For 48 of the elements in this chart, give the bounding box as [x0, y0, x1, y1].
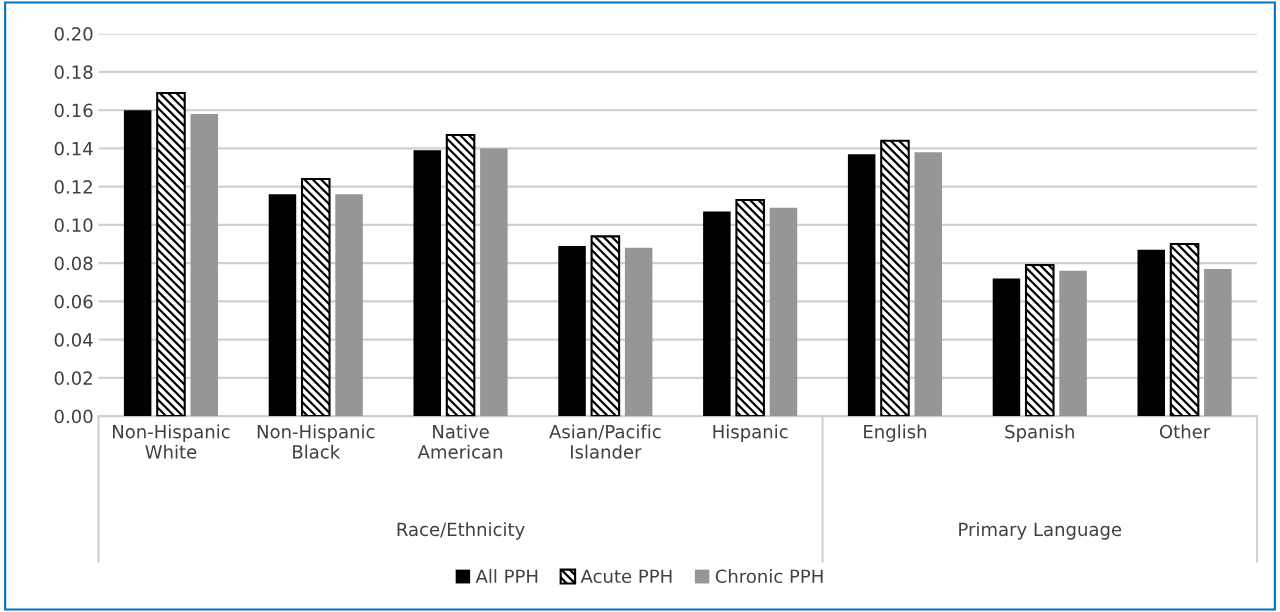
y-tick-label: 0.10 [54, 218, 93, 233]
bar [769, 207, 798, 417]
bar [880, 139, 910, 417]
y-tick-label: 0.00 [54, 409, 93, 424]
bar [847, 154, 876, 417]
bar [992, 278, 1021, 417]
bar [624, 247, 653, 417]
legend-label: All PPH [475, 569, 538, 583]
bar [300, 177, 331, 417]
y-tick-label: 0.04 [54, 333, 93, 347]
bar [190, 113, 219, 417]
y-tick-label: 0.18 [54, 65, 93, 80]
bar [914, 152, 943, 417]
bar [268, 194, 297, 417]
bar [735, 199, 765, 417]
text: Race/Ethnicity [397, 522, 525, 540]
bar [558, 245, 586, 417]
y-tick-label: 0.14 [54, 141, 93, 156]
bar [1137, 249, 1166, 417]
bar [480, 148, 508, 417]
y-tick-label: 0.02 [54, 371, 92, 386]
x-tick-label: Spanish [1005, 424, 1074, 442]
bar [413, 150, 442, 417]
bar [445, 133, 476, 417]
y-tick-label: 0.06 [54, 294, 93, 309]
x-tick-label: Non-Hispanic White [113, 424, 230, 459]
bar [123, 110, 152, 417]
y-tick-label: 0.20 [54, 27, 93, 41]
x-tick-label: English [864, 424, 927, 442]
x-tick-label: Non-Hispanic Black [257, 424, 375, 459]
bar [703, 211, 731, 417]
bar [1059, 270, 1087, 417]
legend-label: Chronic PPH [715, 569, 823, 584]
y-tick-label: 0.12 [54, 180, 92, 194]
bar [590, 235, 621, 417]
bar [1204, 268, 1232, 417]
text: Primary Language [959, 522, 1122, 540]
bar [156, 91, 186, 417]
x-tick-label: Other [1159, 424, 1211, 439]
bar [335, 194, 363, 417]
x-tick-label: Asian/Pacific Islander [549, 424, 661, 459]
bar [1169, 242, 1200, 417]
legend-label: Acute PPH [580, 569, 672, 584]
y-tick-label: 0.08 [54, 256, 93, 271]
x-tick-label: Hispanic [713, 424, 788, 442]
x-tick-label: Native American [417, 424, 502, 459]
y-tick-label: 0.16 [54, 103, 93, 118]
bar [1024, 264, 1055, 417]
